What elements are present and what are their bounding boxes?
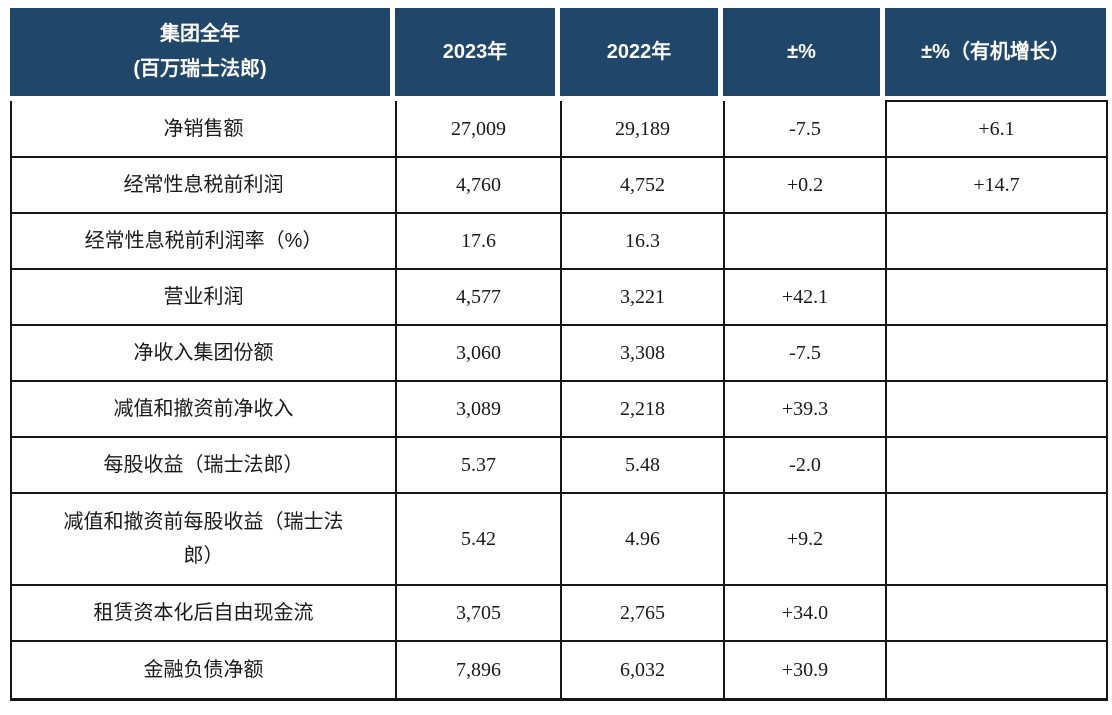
table-row: 净销售额 27,009 29,189 -7.5 +6.1 bbox=[10, 100, 1108, 158]
value-organic-growth bbox=[885, 324, 1108, 382]
row-label: 减值和撤资前净收入 bbox=[10, 380, 397, 438]
table-row: 减值和撤资前净收入 3,089 2,218 +39.3 bbox=[10, 380, 1108, 438]
row-label: 减值和撤资前每股收益（瑞士法郎） bbox=[10, 492, 397, 586]
value-organic-growth bbox=[885, 436, 1108, 494]
row-label: 净收入集团份额 bbox=[10, 324, 397, 382]
value-organic-growth bbox=[885, 640, 1108, 701]
header-2022: 2022年 bbox=[560, 8, 723, 96]
value-2022: 29,189 bbox=[560, 101, 725, 158]
row-label: 金融负债净额 bbox=[10, 640, 397, 701]
table-row: 净收入集团份额 3,060 3,308 -7.5 bbox=[10, 324, 1108, 382]
table-row: 营业利润 4,577 3,221 +42.1 bbox=[10, 268, 1108, 326]
value-change-pct: +39.3 bbox=[723, 380, 887, 438]
value-2022: 3,308 bbox=[560, 324, 725, 382]
value-2022: 4.96 bbox=[560, 492, 725, 586]
value-2023: 5.37 bbox=[395, 436, 562, 494]
header-organic-growth: ±%（有机增长） bbox=[885, 8, 1106, 96]
value-2022: 4,752 bbox=[560, 156, 725, 214]
table-row: 经常性息税前利润率（%） 17.6 16.3 bbox=[10, 212, 1108, 270]
table-row: 金融负债净额 7,896 6,032 +30.9 bbox=[10, 640, 1108, 701]
value-change-pct: +34.0 bbox=[723, 584, 887, 642]
value-organic-growth: +14.7 bbox=[885, 156, 1108, 214]
value-organic-growth: +6.1 bbox=[885, 100, 1108, 158]
row-label: 经常性息税前利润率（%） bbox=[10, 212, 397, 270]
value-2023: 4,577 bbox=[395, 268, 562, 326]
value-2023: 3,060 bbox=[395, 324, 562, 382]
row-label: 净销售额 bbox=[10, 101, 397, 158]
value-2023: 17.6 bbox=[395, 212, 562, 270]
value-2023: 5.42 bbox=[395, 492, 562, 586]
value-change-pct: +30.9 bbox=[723, 640, 887, 701]
value-change-pct: -7.5 bbox=[723, 101, 887, 158]
table-row: 租赁资本化后自由现金流 3,705 2,765 +34.0 bbox=[10, 584, 1108, 642]
table-row: 经常性息税前利润 4,760 4,752 +0.2 +14.7 bbox=[10, 156, 1108, 214]
value-2023: 27,009 bbox=[395, 101, 562, 158]
table-row: 减值和撤资前每股收益（瑞士法郎） 5.42 4.96 +9.2 bbox=[10, 492, 1108, 586]
header-change-pct: ±% bbox=[723, 8, 885, 96]
row-label: 经常性息税前利润 bbox=[10, 156, 397, 214]
value-2023: 3,705 bbox=[395, 584, 562, 642]
table-body: 净销售额 27,009 29,189 -7.5 +6.1 经常性息税前利润 4,… bbox=[10, 100, 1108, 701]
value-change-pct: -2.0 bbox=[723, 436, 887, 494]
value-change-pct: +9.2 bbox=[723, 492, 887, 586]
value-change-pct: +0.2 bbox=[723, 156, 887, 214]
value-organic-growth bbox=[885, 380, 1108, 438]
value-organic-growth bbox=[885, 212, 1108, 270]
row-label: 租赁资本化后自由现金流 bbox=[10, 584, 397, 642]
header-metric: 集团全年 (百万瑞士法郎) bbox=[10, 8, 395, 96]
value-2022: 6,032 bbox=[560, 640, 725, 701]
table-row: 每股收益（瑞士法郎） 5.37 5.48 -2.0 bbox=[10, 436, 1108, 494]
value-2023: 7,896 bbox=[395, 640, 562, 701]
value-2022: 3,221 bbox=[560, 268, 725, 326]
value-change-pct bbox=[723, 212, 887, 270]
financial-results-table: 集团全年 (百万瑞士法郎) 2023年 2022年 ±% ±%（有机增长） 净销… bbox=[10, 8, 1108, 701]
value-organic-growth bbox=[885, 492, 1108, 586]
value-organic-growth bbox=[885, 268, 1108, 326]
value-2023: 4,760 bbox=[395, 156, 562, 214]
row-label: 每股收益（瑞士法郎） bbox=[10, 436, 397, 494]
value-2023: 3,089 bbox=[395, 380, 562, 438]
value-2022: 16.3 bbox=[560, 212, 725, 270]
table-header-row: 集团全年 (百万瑞士法郎) 2023年 2022年 ±% ±%（有机增长） bbox=[10, 8, 1106, 96]
header-2023: 2023年 bbox=[395, 8, 560, 96]
value-change-pct: -7.5 bbox=[723, 324, 887, 382]
value-organic-growth bbox=[885, 584, 1108, 642]
row-label: 营业利润 bbox=[10, 268, 397, 326]
value-2022: 2,218 bbox=[560, 380, 725, 438]
value-2022: 5.48 bbox=[560, 436, 725, 494]
value-change-pct: +42.1 bbox=[723, 268, 887, 326]
value-2022: 2,765 bbox=[560, 584, 725, 642]
